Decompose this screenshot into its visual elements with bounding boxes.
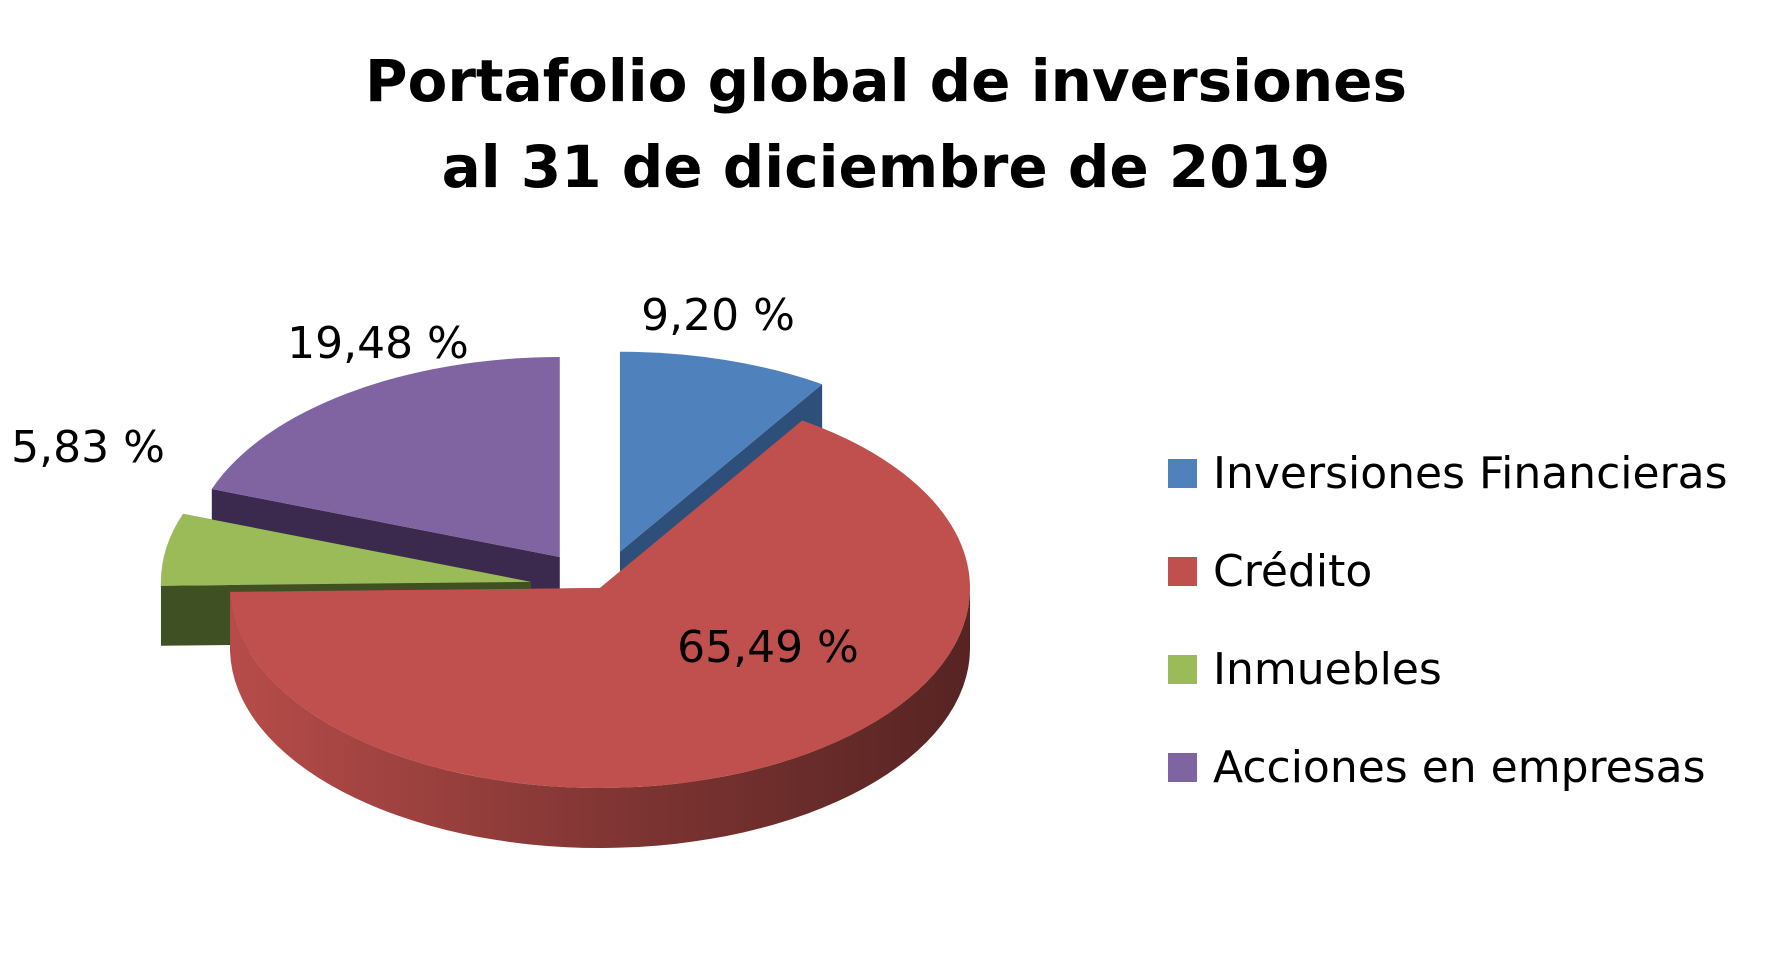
legend-item-inversiones-financieras[interactable]: Inversiones Financieras — [1168, 424, 1728, 522]
data-label-inversiones-financieras: 9,20 % — [641, 290, 795, 341]
legend-label-inmuebles: Inmuebles — [1213, 643, 1442, 695]
legend-label-credito: Crédito — [1213, 545, 1373, 597]
pie-slice-tops — [160, 351, 970, 788]
chart-title: Portafolio global de inversiones al 31 d… — [0, 38, 1772, 210]
legend-swatch-inversiones-financieras — [1168, 458, 1197, 488]
legend-label-acciones-en-empresas: Acciones en empresas — [1213, 741, 1706, 793]
pie-slice-inmuebles[interactable] — [160, 513, 531, 586]
chart-title-line-1: Portafolio global de inversiones — [364, 47, 1408, 115]
legend-swatch-inmuebles — [1168, 654, 1197, 684]
data-label-credito: 65,49 % — [677, 622, 859, 673]
legend-label-inversiones-financieras: Inversiones Financieras — [1213, 447, 1728, 499]
legend: Inversiones Financieras Crédito Inmueble… — [1168, 424, 1728, 816]
data-label-acciones-en-empresas: 19,48 % — [287, 318, 469, 369]
legend-swatch-acciones-en-empresas — [1168, 752, 1197, 782]
pie-slice-acciones-en-empresas[interactable] — [211, 357, 560, 558]
chart-title-line-2: al 31 de diciembre de 2019 — [441, 133, 1331, 201]
data-label-inmuebles: 5,83 % — [11, 422, 165, 473]
legend-swatch-credito — [1168, 556, 1197, 586]
legend-item-inmuebles[interactable]: Inmuebles — [1168, 620, 1728, 718]
legend-item-acciones-en-empresas[interactable]: Acciones en empresas — [1168, 718, 1728, 816]
pie-slice-rim-shade-credito-0 — [230, 588, 970, 848]
legend-item-credito[interactable]: Crédito — [1168, 522, 1728, 620]
pie-slice-credito[interactable] — [230, 420, 970, 788]
pie-slice-inversiones-financieras[interactable] — [619, 351, 823, 552]
pie-data-labels: 9,20 % 65,49 % 5,83 % 19,48 % — [11, 290, 859, 673]
